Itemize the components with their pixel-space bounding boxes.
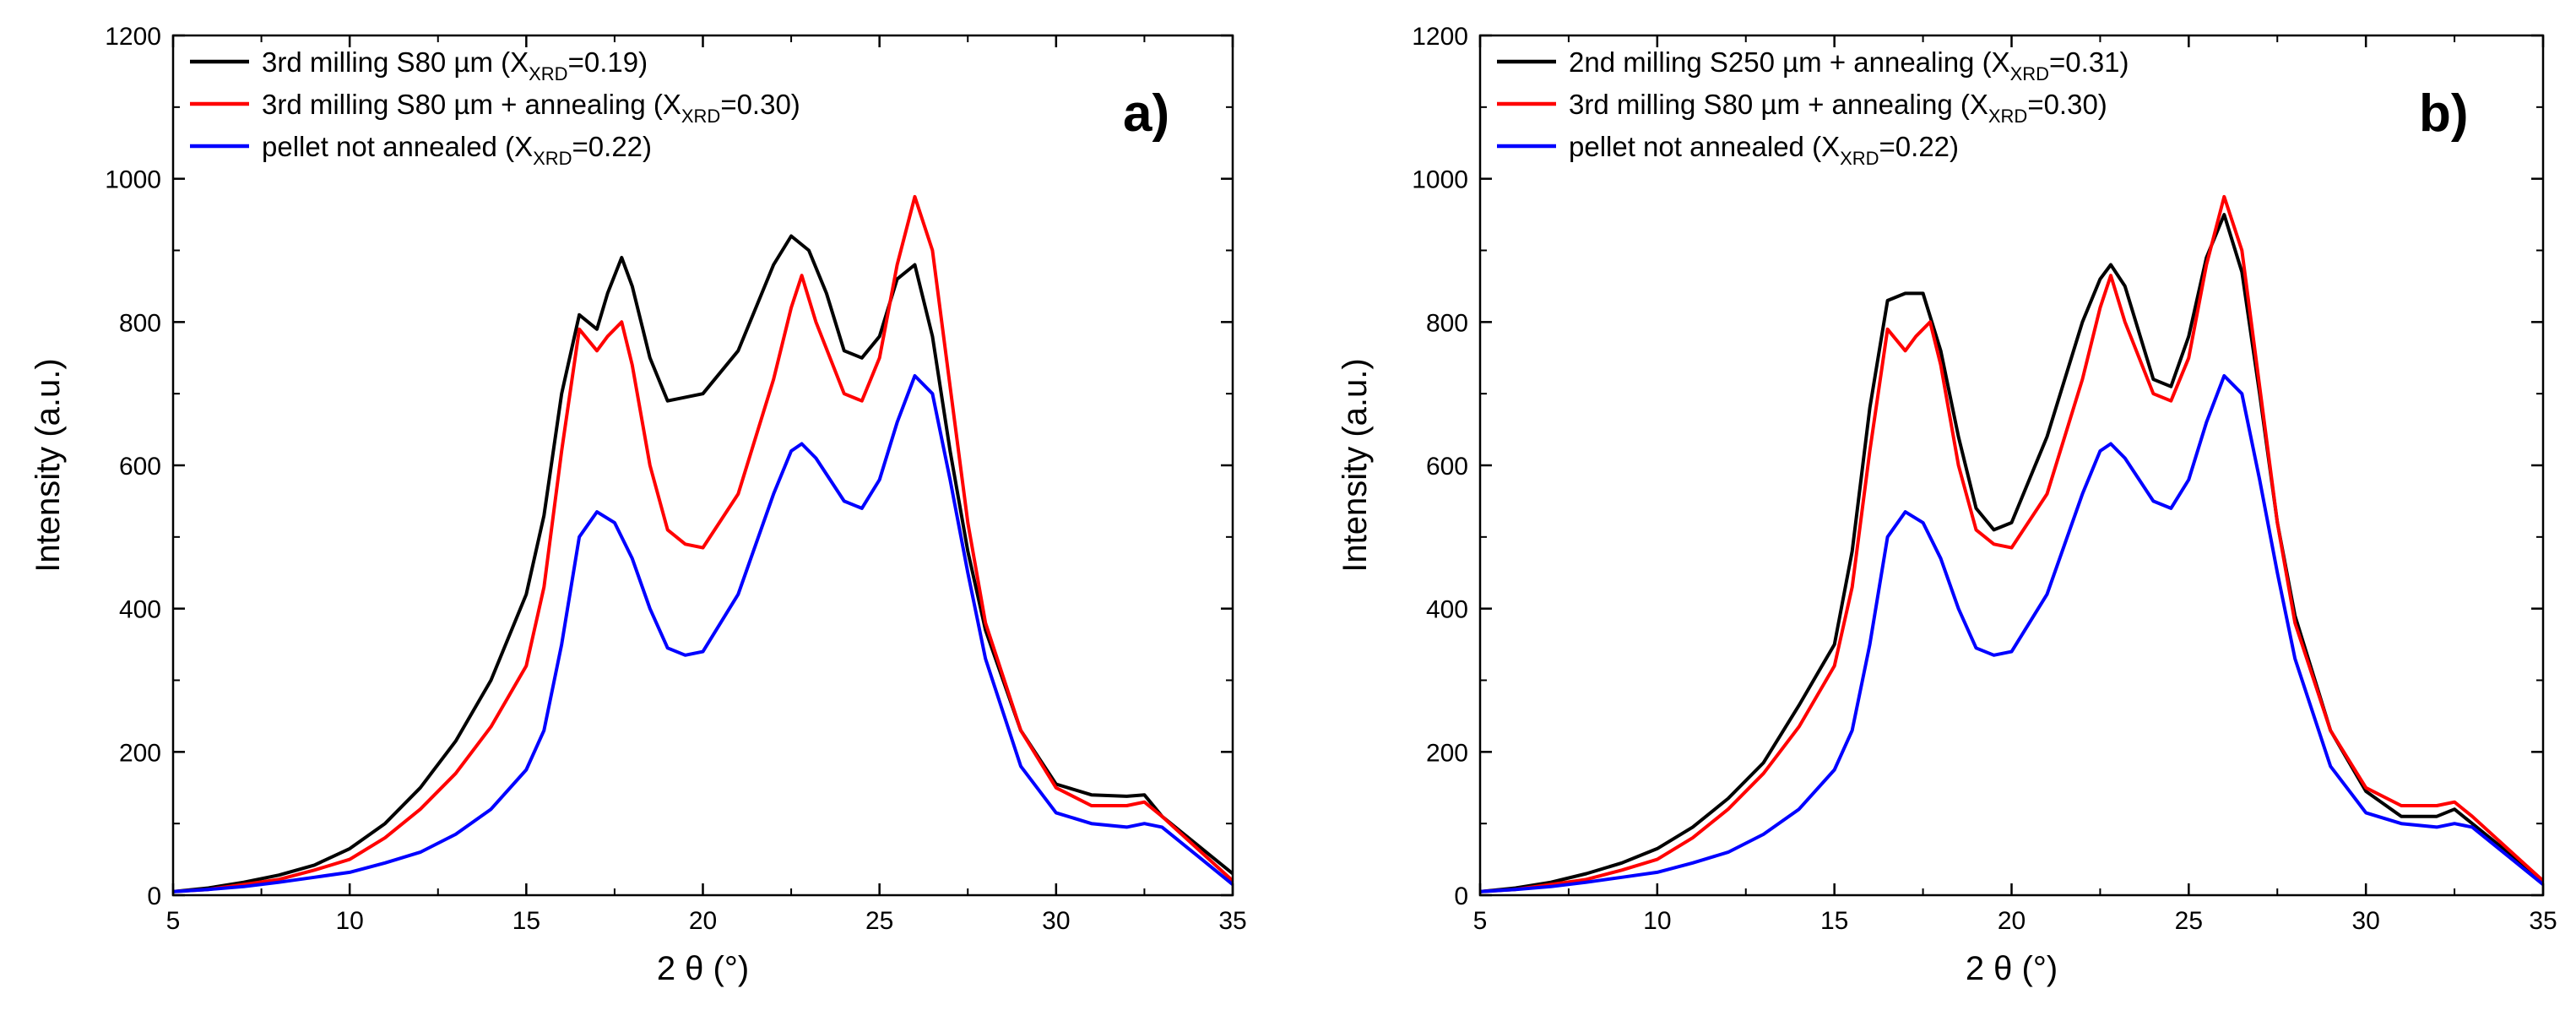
x-tick-label: 15 bbox=[512, 907, 540, 935]
legend: 2nd milling S250 µm + annealing (XXRD=0.… bbox=[1497, 46, 2129, 169]
y-axis-title: Intensity (a.u.) bbox=[1337, 358, 1374, 572]
x-tick-label: 10 bbox=[335, 907, 363, 935]
y-tick-label: 600 bbox=[119, 453, 161, 481]
series-line-3 bbox=[1480, 374, 2543, 893]
x-tick-label: 20 bbox=[689, 907, 717, 935]
plot-frame bbox=[1478, 34, 2545, 897]
y-tick-label: 600 bbox=[1426, 453, 1468, 481]
legend-entry: pellet not annealed (XXRD=0.22) bbox=[262, 131, 652, 169]
x-tick-label: 35 bbox=[1218, 907, 1246, 935]
y-tick-label: 1000 bbox=[105, 166, 161, 194]
panel-label: b) bbox=[2419, 84, 2469, 143]
series-line-2 bbox=[1480, 194, 2543, 893]
y-tick-label: 0 bbox=[1454, 883, 1468, 910]
x-tick-label: 30 bbox=[1042, 907, 1070, 935]
legend: 3rd milling S80 µm (XXRD=0.19)3rd millin… bbox=[190, 46, 800, 169]
legend-entry-name: 3rd milling S80 µm (X bbox=[262, 46, 529, 78]
x-tick-label: 5 bbox=[1473, 907, 1488, 935]
chart-panel-2: 5 10 15 20 25 30 35 0 200 400 600 800 1000 1200 2 θ (°… bbox=[1337, 23, 2557, 987]
legend-entry-subscript: XRD bbox=[533, 148, 572, 169]
x-axis-title: 2 θ (°) bbox=[1966, 950, 2058, 987]
legend-entry-name: pellet not annealed (X bbox=[262, 131, 533, 162]
legend-entry-subscript: XRD bbox=[2010, 63, 2049, 84]
series-line-1 bbox=[173, 234, 1233, 893]
legend-entry-subscript: XRD bbox=[529, 63, 567, 84]
legend-entry-value: =0.30) bbox=[720, 89, 800, 120]
x-tick-label: 25 bbox=[2175, 907, 2203, 935]
legend-entry-subscript: XRD bbox=[681, 106, 720, 127]
legend-entry: 3rd milling S80 µm + annealing (XXRD=0.3… bbox=[1569, 89, 2107, 127]
y-tick-label: 400 bbox=[119, 596, 161, 624]
legend-entry-value: =0.30) bbox=[2027, 89, 2107, 120]
legend-entry-value: =0.22) bbox=[1879, 131, 1960, 162]
legend-entry-subscript: XRD bbox=[1840, 148, 1879, 169]
x-tick-label: 15 bbox=[1820, 907, 1848, 935]
legend-entry: 2nd milling S250 µm + annealing (XXRD=0.… bbox=[1569, 46, 2129, 84]
series-line-3 bbox=[173, 374, 1233, 893]
legend-entry: pellet not annealed (XXRD=0.22) bbox=[1569, 131, 1959, 169]
x-tick-label: 25 bbox=[865, 907, 893, 935]
y-tick-label: 800 bbox=[119, 309, 161, 337]
x-tick-label: 35 bbox=[2529, 907, 2557, 935]
y-tick-label: 0 bbox=[147, 883, 161, 910]
legend-entry-name: 3rd milling S80 µm + annealing (X bbox=[1569, 89, 1988, 120]
x-tick-label: 30 bbox=[2351, 907, 2379, 935]
x-tick-label: 20 bbox=[1998, 907, 2026, 935]
series-line-2 bbox=[173, 194, 1233, 893]
legend-entry-name: 3rd milling S80 µm + annealing (X bbox=[262, 89, 681, 120]
legend-entry-subscript: XRD bbox=[1988, 106, 2027, 127]
legend-entry-name: pellet not annealed (X bbox=[1569, 131, 1840, 162]
series-line-1 bbox=[1480, 213, 2543, 893]
legend-entry-value: =0.22) bbox=[572, 131, 653, 162]
y-tick-label: 1200 bbox=[1412, 23, 1468, 51]
plot-frame bbox=[171, 34, 1234, 897]
legend-entry-value: =0.31) bbox=[2049, 46, 2129, 78]
y-tick-label: 200 bbox=[119, 739, 161, 767]
y-axis-title: Intensity (a.u.) bbox=[30, 358, 67, 572]
x-axis-title: 2 θ (°) bbox=[657, 950, 749, 987]
y-tick-label: 400 bbox=[1426, 596, 1468, 624]
legend-entry: 3rd milling S80 µm + annealing (XXRD=0.3… bbox=[262, 89, 800, 127]
x-tick-label: 5 bbox=[166, 907, 181, 935]
legend-entry-name: 2nd milling S250 µm + annealing (X bbox=[1569, 46, 2010, 78]
legend-entry-value: =0.19) bbox=[568, 46, 648, 78]
y-tick-label: 1200 bbox=[105, 23, 161, 51]
y-tick-label: 200 bbox=[1426, 739, 1468, 767]
chart-panel-1: 5 10 15 20 25 30 35 0 200 400 600 800 1000 1200 2 θ (°… bbox=[30, 23, 1247, 987]
legend-entry: 3rd milling S80 µm (XXRD=0.19) bbox=[262, 46, 648, 84]
panel-label: a) bbox=[1123, 84, 1169, 143]
y-tick-label: 800 bbox=[1426, 309, 1468, 337]
x-tick-label: 10 bbox=[1643, 907, 1671, 935]
y-tick-label: 1000 bbox=[1412, 166, 1468, 194]
